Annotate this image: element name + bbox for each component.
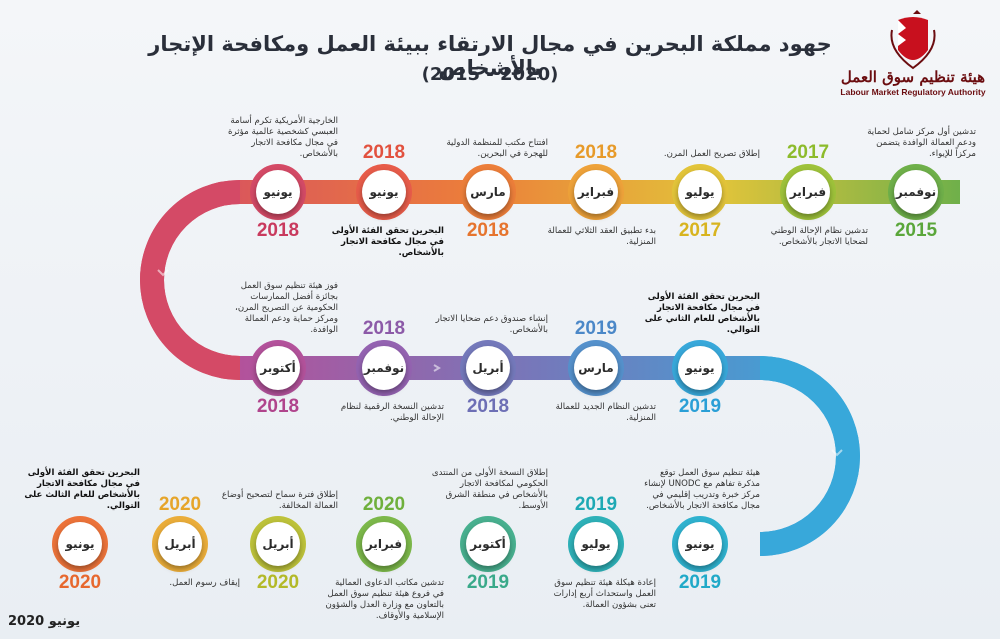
milestone-description: تدشين أول مركز شامل لحماية ودعم العمالة … xyxy=(867,127,976,159)
milestone-month: يونيو xyxy=(362,170,406,214)
milestone-year: 2018 xyxy=(466,220,510,241)
milestone-year: 2019 xyxy=(678,572,722,593)
milestone-month: فبراير xyxy=(786,170,830,214)
milestone-month: يوليو xyxy=(678,170,722,214)
milestone-month: نوفمبر xyxy=(362,346,406,390)
milestone-year: 2020 xyxy=(256,572,300,593)
lmra-logo xyxy=(890,10,936,70)
milestone-description: تدشين النظام الجديد للعمالة المنزلية. xyxy=(555,402,656,423)
milestone-description: الخارجية الأمريكية تكرم أسامة العبسي كشخ… xyxy=(228,116,338,159)
milestone-year: 2019 xyxy=(574,494,618,515)
milestone-year: 2018 xyxy=(574,142,618,163)
milestone-year: 2017 xyxy=(678,220,722,241)
milestone-year: 2018 xyxy=(256,220,300,241)
milestone-year: 2015 xyxy=(894,220,938,241)
milestone-description: البحرين تحقق الفئة الأولى في مجال مكافحة… xyxy=(331,226,444,258)
milestone-year: 2020 xyxy=(362,494,406,515)
logo-arabic-name: هيئة تنظيم سوق العمل xyxy=(840,68,986,86)
milestone-year: 2018 xyxy=(362,318,406,339)
milestone-year: 2017 xyxy=(786,142,830,163)
milestone-year: 2020 xyxy=(58,572,102,593)
milestone-month: نوفمبر xyxy=(894,170,938,214)
milestone-description: إيقاف رسوم العمل. xyxy=(169,578,240,588)
milestone-description: البحرين تحقق الفئة الأولى في مجال مكافحة… xyxy=(644,292,760,335)
milestone-description: هيئة تنظيم سوق العمل توقع مذكرة تفاهم مع… xyxy=(644,468,760,511)
milestone-description: إطلاق النسخة الأولى من المنتدى الحكومي ل… xyxy=(431,468,548,511)
page-subtitle: (2015 - 2020) xyxy=(421,64,559,85)
milestone-description: إنشاء صندوق دعم ضحايا الاتجار بالأشخاص. xyxy=(435,314,548,335)
milestone-year: 2019 xyxy=(574,318,618,339)
milestone-description: إعادة هيكلة هيئة تنظيم سوق العمل واستحدا… xyxy=(553,578,656,610)
milestone-year: 2019 xyxy=(678,396,722,417)
milestone-month: مارس xyxy=(574,346,618,390)
milestone-month: أبريل xyxy=(158,522,202,566)
milestone-month: يوليو xyxy=(574,522,618,566)
milestone-month: أكتوبر xyxy=(466,522,510,566)
milestone-month: فبراير xyxy=(362,522,406,566)
milestone-year: 2019 xyxy=(466,572,510,593)
milestone-month: أبريل xyxy=(466,346,510,390)
milestone-month: فبراير xyxy=(574,170,618,214)
milestone-month: يونيو xyxy=(678,522,722,566)
milestone-month: يونيو xyxy=(678,346,722,390)
milestone-year: 2018 xyxy=(256,396,300,417)
milestone-description: البحرين تحقق الفئة الأولى في مجال مكافحة… xyxy=(24,468,140,511)
milestone-year: 2018 xyxy=(362,142,406,163)
milestone-description: تدشين نظام الإحالة الوطني لضحايا الاتجار… xyxy=(770,226,868,247)
milestone-month: يونيو xyxy=(256,170,300,214)
milestone-description: تدشين النسخة الرقمية لنظام الإحالة الوطن… xyxy=(340,402,444,423)
milestone-month: يونيو xyxy=(58,522,102,566)
page-title: جهود مملكة البحرين في مجال الارتقاء ببيئ… xyxy=(148,32,832,80)
milestone-description: فوز هيئة تنظيم سوق العمل بجائزة أفضل الم… xyxy=(235,281,338,335)
milestone-month: أبريل xyxy=(256,522,300,566)
milestone-description: تدشين مكاتب الدعاوى العمالية في فروع هيئ… xyxy=(325,578,444,621)
footer-date: يونيو 2020 xyxy=(8,614,81,629)
milestone-description: إطلاق تصريح العمل المرن. xyxy=(663,149,760,159)
logo-english-name: Labour Market Regulatory Authority xyxy=(840,87,986,97)
milestone-description: إطلاق فترة سماح لتصحيح أوضاع العمالة الم… xyxy=(221,490,338,511)
milestone-year: 2018 xyxy=(466,396,510,417)
milestone-month: مارس xyxy=(466,170,510,214)
milestone-description: بدء تطبيق العقد الثلاثي للعمالة المنزلية… xyxy=(547,226,656,247)
milestone-year: 2020 xyxy=(158,494,202,515)
milestone-month: أكتوبر xyxy=(256,346,300,390)
milestone-description: افتتاح مكتب للمنظمة الدولية للهجرة في ال… xyxy=(446,138,548,159)
